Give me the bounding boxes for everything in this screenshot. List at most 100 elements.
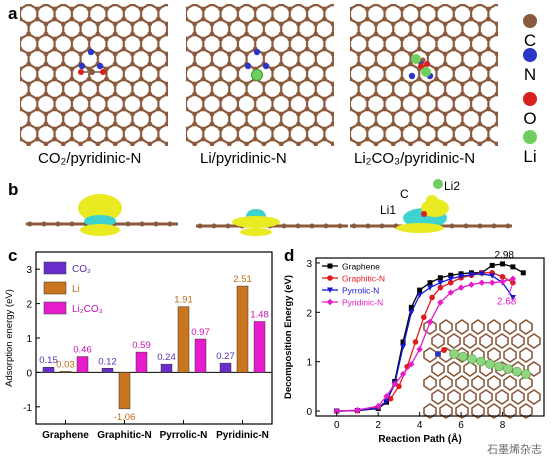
inset-hexagon (511, 333, 525, 349)
inset-li-atom (521, 369, 531, 379)
y-tick-label: 1 (306, 358, 312, 369)
category-label: Pyrrolic-N (160, 430, 208, 441)
bar-0 (219, 362, 232, 373)
chart-c-axis: -1 0 1 2 3 Adsorption energy (eV) Graphene Grap… (4, 265, 269, 441)
legend-item-oxygen: O (508, 92, 552, 129)
inset-li-atom (467, 354, 477, 364)
x-tick-label: 4 (417, 420, 423, 431)
chart-c-legend: CO₂ Li Li₂CO₃ (43, 261, 103, 315)
bar-2 (76, 356, 89, 373)
inset-hexagon (471, 319, 485, 335)
oxygen-atom (100, 69, 106, 75)
value-label: 0.59 (132, 340, 151, 351)
watermark: 石墨烯杂志 (487, 444, 542, 456)
label-li2: Li2 (444, 179, 460, 193)
nitrogen-atom (244, 62, 252, 70)
y-tick-label: 1 (26, 334, 32, 345)
value-label: -1.06 (114, 412, 136, 423)
inset-hexagon (519, 347, 533, 363)
nitrogen-atom (262, 62, 270, 70)
data-point-circle (420, 314, 427, 321)
bar-2 (194, 338, 207, 373)
inset-hexagon (455, 319, 469, 335)
legend-label-nitrogen: N (523, 65, 537, 84)
lattice-li2co3-pyridinic (350, 4, 498, 146)
data-point-circle (412, 339, 419, 345)
chart-d-inset-structure (418, 314, 542, 419)
bar-1 (236, 285, 249, 373)
inset-hexagon (463, 389, 477, 405)
inset-li-atom (449, 349, 459, 359)
value-label: 0.27 (216, 351, 235, 362)
y-tick-label: -1 (23, 403, 32, 414)
charge-density-lobe (78, 194, 122, 222)
data-point-square (400, 339, 406, 345)
inset-li-atom (512, 366, 522, 377)
oxygen-atom (421, 211, 427, 217)
bar-2 (135, 351, 148, 373)
legend-label: CO₂ (72, 264, 91, 275)
panel-label-b: b (8, 180, 19, 199)
legend-item-lithium: Li (508, 130, 552, 167)
inset-hexagon (495, 389, 509, 405)
data-point-triangle (416, 292, 423, 299)
data-point-diamond (426, 318, 434, 326)
inset-li-atom (494, 361, 504, 372)
data-point-diamond (326, 298, 334, 306)
lithium-ball-icon (523, 130, 537, 144)
value-label: 2.51 (233, 274, 252, 285)
data-point-diamond (457, 284, 465, 291)
data-point-diamond (354, 406, 361, 414)
chart-c-bars (42, 285, 266, 410)
chart-d-frame (315, 257, 545, 417)
y-tick-label: 0 (306, 407, 312, 418)
legend-item-carbon: C (508, 14, 552, 51)
x-tick-label: 0 (334, 420, 340, 431)
decomposition-energy-chart: 0 1 2 3 0 2 4 6 8 Reaction Path (Å) Decomposition … (283, 250, 545, 445)
inset-hexagon (423, 375, 437, 391)
inset-hexagon (495, 333, 509, 349)
legend-swatch (43, 281, 67, 295)
side-view-li (196, 209, 348, 236)
inset-hexagon (519, 403, 533, 419)
data-point-diamond (416, 346, 423, 353)
data-point-circle (327, 275, 333, 281)
data-point-triangle (468, 272, 475, 278)
bar-0 (160, 363, 173, 373)
lattice-co2-pyridinic (20, 4, 168, 146)
bar-1 (118, 372, 131, 410)
chart-d-series (333, 261, 526, 415)
data-point-diamond (488, 279, 496, 286)
data-point-circle (510, 279, 516, 286)
data-point-circle (499, 273, 506, 280)
inset-hexagon (439, 375, 453, 391)
data-point-diamond (408, 360, 415, 368)
annotation-max-pyridinic: 2.68 (497, 297, 517, 308)
data-point-triangle (327, 287, 333, 293)
value-label: 0.97 (191, 327, 210, 338)
side-view-strip: C Li1 Li2 (26, 179, 512, 236)
side-view-li2co3: C Li1 Li2 (350, 179, 512, 233)
bar-1 (59, 371, 72, 373)
data-point-circle (437, 284, 444, 291)
data-point-diamond (468, 281, 475, 288)
inset-hexagon (455, 403, 469, 419)
category-label: Graphitic-N (97, 430, 151, 441)
oxygen-ball-icon (523, 92, 537, 106)
x-tick-label: 6 (458, 420, 464, 431)
y-tick-label: 2 (306, 308, 312, 319)
data-point-circle (396, 383, 402, 390)
value-label: 0.03 (56, 359, 75, 370)
y-axis-label: Adsorption energy (eV) (4, 289, 15, 387)
panel-label-d: d (284, 246, 295, 265)
inset-hexagon (503, 375, 517, 391)
data-point-diamond (391, 380, 398, 388)
data-point-diamond (399, 370, 407, 378)
y-tick-label: 0 (26, 368, 32, 379)
inset-li-atom (458, 351, 468, 362)
inset-hexagon (431, 389, 445, 405)
lithium-atom (421, 67, 431, 77)
inset-hexagon (455, 375, 469, 391)
plot-area (315, 257, 545, 417)
data-point-square (427, 280, 433, 286)
